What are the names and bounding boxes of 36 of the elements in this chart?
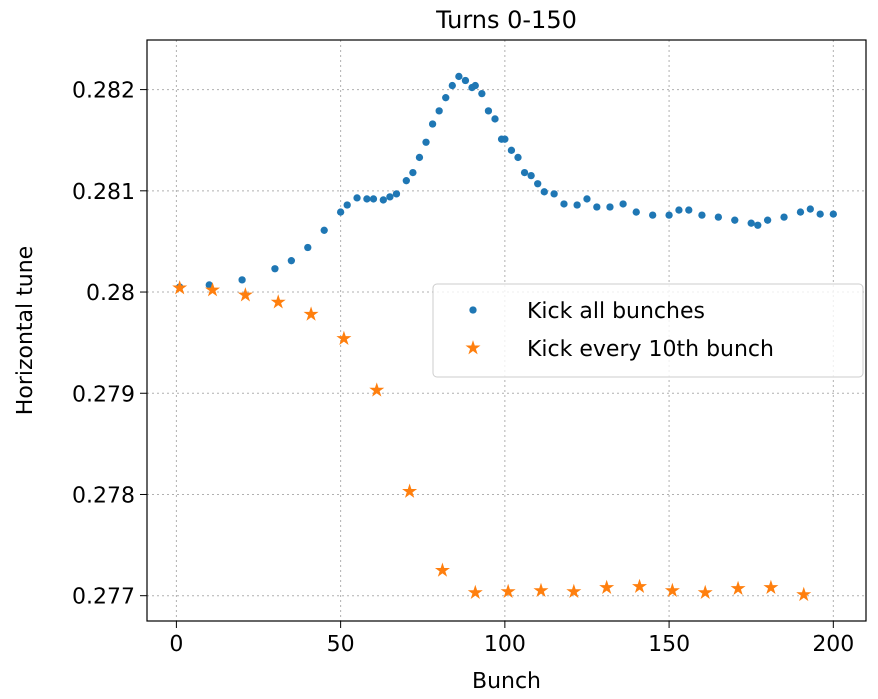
point — [796, 586, 812, 602]
point — [270, 294, 286, 309]
point — [566, 584, 582, 598]
legend-label: Kick every 10th bunch — [527, 337, 774, 362]
point — [533, 582, 548, 598]
point — [304, 306, 319, 321]
point — [500, 584, 516, 598]
y-tick-label: 0.278 — [72, 483, 135, 508]
y-tick-label: 0.28 — [86, 281, 135, 306]
y-tick-label: 0.282 — [72, 78, 135, 104]
point — [402, 484, 418, 498]
y-axis-title: Horizontal tune — [13, 246, 38, 416]
y-tick-label: 0.277 — [72, 584, 135, 610]
y-tick-label: 0.279 — [72, 382, 135, 408]
point — [238, 287, 253, 302]
point — [632, 578, 648, 593]
point — [172, 280, 188, 294]
x-axis-title: Bunch — [472, 669, 542, 694]
x-tick-label: 50 — [326, 632, 355, 657]
x-tick-label: 100 — [484, 632, 526, 657]
point — [730, 580, 746, 595]
x-tick-label: 0 — [169, 632, 184, 657]
point — [763, 580, 778, 594]
point — [664, 582, 680, 598]
y-tick-label: 0.281 — [72, 180, 135, 205]
point — [369, 382, 384, 397]
point — [336, 330, 352, 345]
point — [205, 282, 220, 296]
point — [468, 584, 483, 600]
x-tick-label: 200 — [812, 632, 854, 657]
legend-label: Kick all bunches — [527, 299, 705, 324]
point — [599, 580, 614, 594]
chart-title: Turns 0-150 — [435, 6, 577, 34]
point — [434, 562, 450, 577]
x-tick-label: 150 — [648, 632, 690, 657]
point — [698, 584, 713, 600]
